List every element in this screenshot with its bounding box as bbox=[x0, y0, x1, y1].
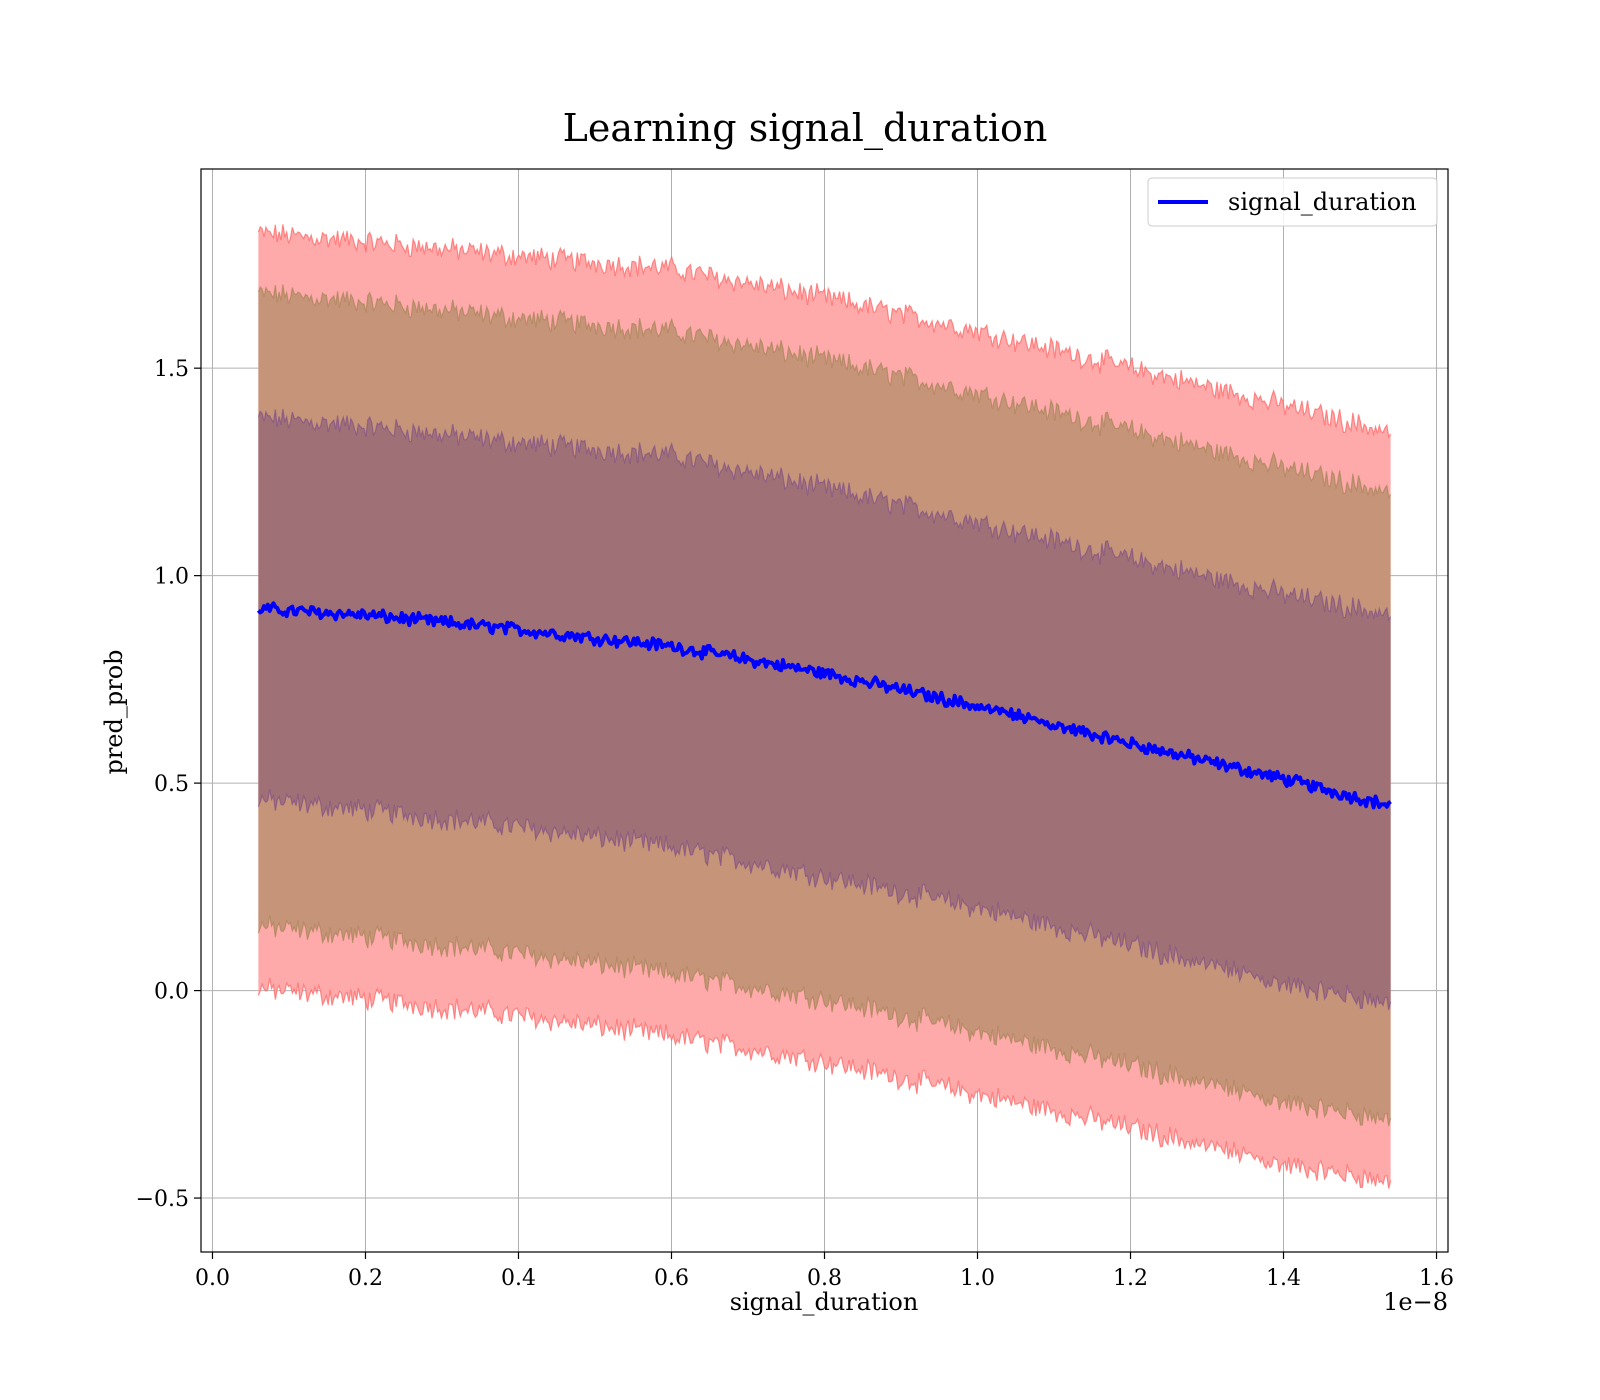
x-tick-label: 1.2 bbox=[1113, 1266, 1148, 1291]
x-tick-label: 0.2 bbox=[348, 1266, 383, 1291]
y-tick-label: 1.0 bbox=[154, 565, 189, 590]
legend-label-signal-duration: signal_duration bbox=[1228, 188, 1417, 216]
y-tick-label: 1.5 bbox=[154, 357, 189, 382]
band-1sd bbox=[258, 408, 1391, 1010]
confidence-bands bbox=[257, 224, 1392, 1189]
chart-title: Learning signal_duration bbox=[563, 106, 1048, 151]
series-line-signal-duration bbox=[256, 601, 1392, 810]
band-3sd-lower-edge bbox=[257, 977, 1392, 1189]
band-3sd-upper-edge bbox=[257, 224, 1392, 439]
band-1sd-upper-edge bbox=[257, 408, 1392, 622]
y-tick-label: −0.5 bbox=[136, 1187, 189, 1212]
x-tick-label: 1.0 bbox=[960, 1266, 995, 1291]
legend: signal_duration bbox=[1147, 177, 1438, 227]
x-axis-ticks: 0.0 0.2 0.4 0.6 0.8 1.0 1.2 1.4 1.6 bbox=[195, 1252, 1454, 1291]
plot-area bbox=[200, 168, 1449, 1253]
band-2sd-lower-edge bbox=[257, 915, 1392, 1127]
y-tick-label: 0.5 bbox=[154, 772, 189, 797]
x-tick-label: 0.8 bbox=[807, 1266, 842, 1291]
legend-box bbox=[1147, 177, 1438, 227]
x-tick-label: 0.6 bbox=[654, 1266, 689, 1291]
x-axis-scale-label: 1e−8 bbox=[1383, 1288, 1448, 1316]
y-tick-label: 0.0 bbox=[154, 980, 189, 1005]
y-axis-label: pred_prob bbox=[100, 649, 128, 774]
x-tick-label: 0.4 bbox=[501, 1266, 536, 1291]
band-2sd-upper-edge bbox=[257, 284, 1392, 499]
series-lines bbox=[256, 601, 1392, 810]
x-axis-label: signal_duration bbox=[730, 1288, 919, 1316]
x-tick-label: 1.6 bbox=[1419, 1266, 1454, 1291]
y-axis-ticks: −0.5 0.0 0.5 1.0 1.5 bbox=[136, 357, 201, 1212]
x-tick-label: 0.0 bbox=[195, 1266, 230, 1291]
band-1sd-lower-edge bbox=[257, 789, 1392, 1011]
x-tick-label: 1.4 bbox=[1266, 1266, 1301, 1291]
